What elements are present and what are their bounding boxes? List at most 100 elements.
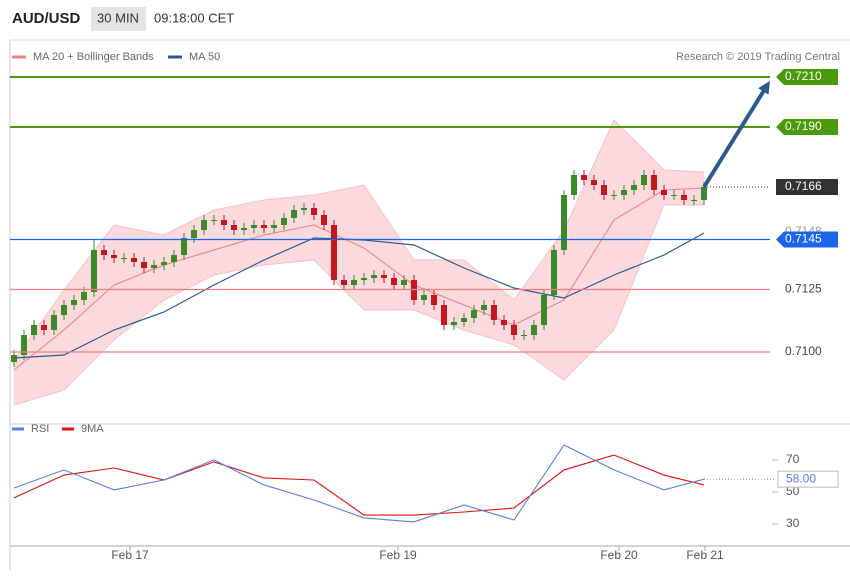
arrow-head	[758, 80, 770, 95]
candle-body	[291, 210, 297, 218]
candle-body	[151, 265, 157, 268]
candle-body	[681, 195, 687, 200]
level-label: 0.7210	[785, 69, 822, 83]
candle-body	[521, 335, 527, 336]
ma20-line	[13, 187, 705, 371]
level-box	[776, 231, 838, 248]
candle-body	[301, 208, 307, 210]
candle-body	[491, 305, 497, 320]
candle-body	[81, 292, 87, 300]
x-tick-label: Feb 19	[379, 548, 417, 562]
candle-body	[401, 280, 407, 285]
candle-body	[101, 250, 107, 255]
symbol: AUD/USD	[12, 10, 81, 27]
legend-label: 9MA	[81, 423, 104, 435]
candle-body	[181, 238, 187, 255]
candle-body	[121, 258, 127, 259]
legend-label: RSI	[31, 423, 49, 435]
candle-body	[321, 215, 327, 225]
legend-label: MA 50	[189, 51, 220, 63]
candle-body	[191, 230, 197, 238]
candle-body	[361, 278, 367, 280]
candle-body	[371, 275, 377, 278]
candle-body	[621, 190, 627, 195]
rsi-tick-label: 30	[786, 516, 800, 530]
level-box	[776, 69, 838, 85]
candle-body	[281, 218, 287, 225]
candle-body	[471, 310, 477, 318]
candle-body	[341, 280, 347, 285]
candle-body	[381, 275, 387, 278]
candle-body	[231, 225, 237, 230]
candle-body	[171, 255, 177, 262]
candle-body	[701, 187, 707, 200]
candle-body	[391, 278, 397, 285]
candle-body	[611, 195, 617, 196]
candle-body	[561, 195, 567, 250]
candle-body	[271, 225, 277, 228]
candle-body	[241, 228, 247, 230]
candle-body	[351, 280, 357, 285]
bb-lower	[13, 204, 704, 406]
bb-upper	[13, 119, 705, 361]
time: 09:18:00 CET	[154, 10, 234, 25]
candle-body	[531, 325, 537, 335]
candle-body	[311, 208, 317, 215]
rsi-last-box	[777, 470, 839, 488]
candle-body	[21, 335, 27, 355]
candle-body	[251, 225, 257, 228]
candle-body	[671, 195, 677, 196]
rsi-last-label: 58.00	[786, 471, 816, 485]
forecast-arrow	[702, 86, 768, 189]
candle-body	[581, 175, 587, 180]
candle-body	[201, 220, 207, 230]
candle-body	[261, 225, 267, 228]
candle-body	[541, 295, 547, 325]
candle-body	[641, 175, 647, 185]
x-tick-label: Feb 21	[686, 548, 724, 562]
copyright: Research © 2019 Trading Central	[676, 51, 840, 63]
x-tick-label: Feb 17	[111, 548, 149, 562]
candle-body	[441, 305, 447, 325]
candle-body	[51, 315, 57, 330]
candle-body	[571, 175, 577, 195]
level-label: 0.7145	[785, 232, 822, 246]
candle-body	[71, 300, 77, 305]
x-tick-label: Feb 20	[600, 548, 638, 562]
rsi-line	[13, 454, 705, 516]
last-price-label: 0.7166	[785, 179, 822, 193]
candle-body	[431, 295, 437, 305]
candle-body	[131, 258, 137, 262]
candle-body	[481, 305, 487, 310]
candle-body	[631, 185, 637, 190]
legend-label: MA 20 + Bollinger Bands	[33, 51, 154, 63]
rsi-line	[13, 444, 705, 523]
candle-body	[11, 355, 17, 362]
candle-body	[551, 250, 557, 295]
candle-body	[221, 220, 227, 225]
candle-body	[511, 325, 517, 335]
candle-body	[691, 200, 697, 201]
candle-body	[61, 305, 67, 315]
candle-body	[501, 320, 507, 325]
candle-body	[91, 250, 97, 292]
candle-body	[601, 185, 607, 195]
candle-body	[161, 262, 167, 265]
candle-body	[31, 325, 37, 335]
candle-body	[141, 262, 147, 268]
candle-body	[591, 180, 597, 185]
candle-body	[421, 295, 427, 300]
candle-body	[111, 255, 117, 258]
last-price-box	[776, 179, 838, 195]
rsi-tick-label: 70	[786, 452, 800, 466]
candle-body	[331, 225, 337, 280]
level-label: 0.7190	[785, 119, 822, 133]
candle-body	[451, 322, 457, 325]
timeframe: 30 MIN	[97, 10, 139, 25]
level-box	[776, 119, 838, 135]
candle-body	[461, 318, 467, 322]
candle-body	[211, 220, 217, 221]
timeframe-box	[91, 7, 146, 31]
candle-body	[651, 175, 657, 190]
